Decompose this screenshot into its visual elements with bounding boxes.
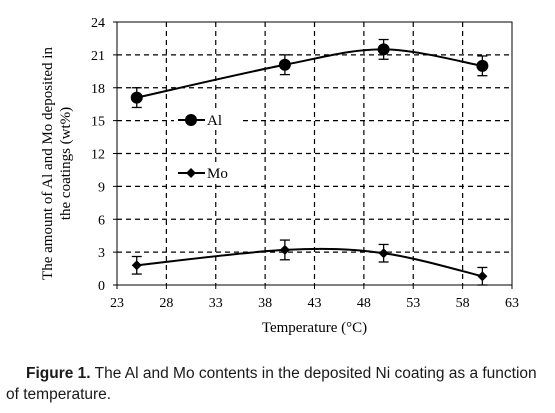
y-axis: 0 3 6 9 12 15 18 21 24 xyxy=(91,16,117,294)
series-line-al xyxy=(136,48,483,99)
data-point-al xyxy=(476,59,489,72)
x-tick-label: 23 xyxy=(110,296,124,311)
y-tick-label: 24 xyxy=(91,16,105,31)
series-mo xyxy=(131,239,488,286)
data-point-al xyxy=(377,43,390,56)
data-point-al xyxy=(278,58,291,71)
y-tick-label: 9 xyxy=(98,180,105,195)
x-tick-label: 58 xyxy=(456,296,470,311)
grid xyxy=(117,22,512,285)
x-tick-label: 43 xyxy=(308,296,322,311)
y-tick-label: 0 xyxy=(98,279,105,294)
y-tick-label: 12 xyxy=(91,148,105,163)
x-tick-label: 38 xyxy=(258,296,272,311)
x-tick-label: 53 xyxy=(406,296,420,311)
legend-marker-mo xyxy=(186,168,196,178)
x-tick-label: 33 xyxy=(209,296,223,311)
data-point-al xyxy=(130,91,143,104)
legend-label-al: Al xyxy=(207,113,222,129)
legend-label-mo: Mo xyxy=(207,166,228,182)
caption-lead: Figure 1. xyxy=(26,365,91,382)
legend-item-mo: Mo xyxy=(174,163,240,183)
x-tick-label: 63 xyxy=(505,296,519,311)
y-tick-label: 15 xyxy=(91,115,105,130)
y-tick-label: 21 xyxy=(91,49,105,64)
series-layer xyxy=(130,38,489,286)
data-point-mo xyxy=(477,271,488,282)
legend-background xyxy=(174,163,240,183)
data-point-mo xyxy=(279,244,290,255)
data-point-mo xyxy=(378,248,389,259)
y-tick-label: 6 xyxy=(98,213,105,228)
y-tick-label: 18 xyxy=(91,82,105,97)
y-axis-label: The amount of Al and Mo deposited in the … xyxy=(40,47,74,280)
chart: 23 28 33 38 43 48 53 58 63 0 3 6 9 12 15 18 21 24 Al Mo T… xyxy=(40,16,519,336)
legend: Al Mo xyxy=(174,110,240,183)
caption-text: The Al and Mo contents in the deposited … xyxy=(6,365,537,403)
legend-marker-al xyxy=(185,114,197,126)
series-line-mo xyxy=(136,247,483,278)
x-axis: 23 28 33 38 43 48 53 58 63 xyxy=(110,285,519,311)
y-axis-label-line: The amount of Al and Mo deposited in xyxy=(40,47,56,280)
legend-item-al: Al xyxy=(174,110,240,130)
figure-caption: Figure 1. The Al and Mo contents in the … xyxy=(6,363,551,405)
x-tick-label: 28 xyxy=(159,296,173,311)
y-axis-label-line: the coatings (wt%) xyxy=(58,107,74,220)
x-tick-label: 48 xyxy=(357,296,371,311)
data-point-mo xyxy=(131,260,142,271)
series-al xyxy=(130,38,489,109)
x-axis-label: Temperature (°C) xyxy=(262,320,367,336)
y-tick-label: 3 xyxy=(98,246,105,261)
